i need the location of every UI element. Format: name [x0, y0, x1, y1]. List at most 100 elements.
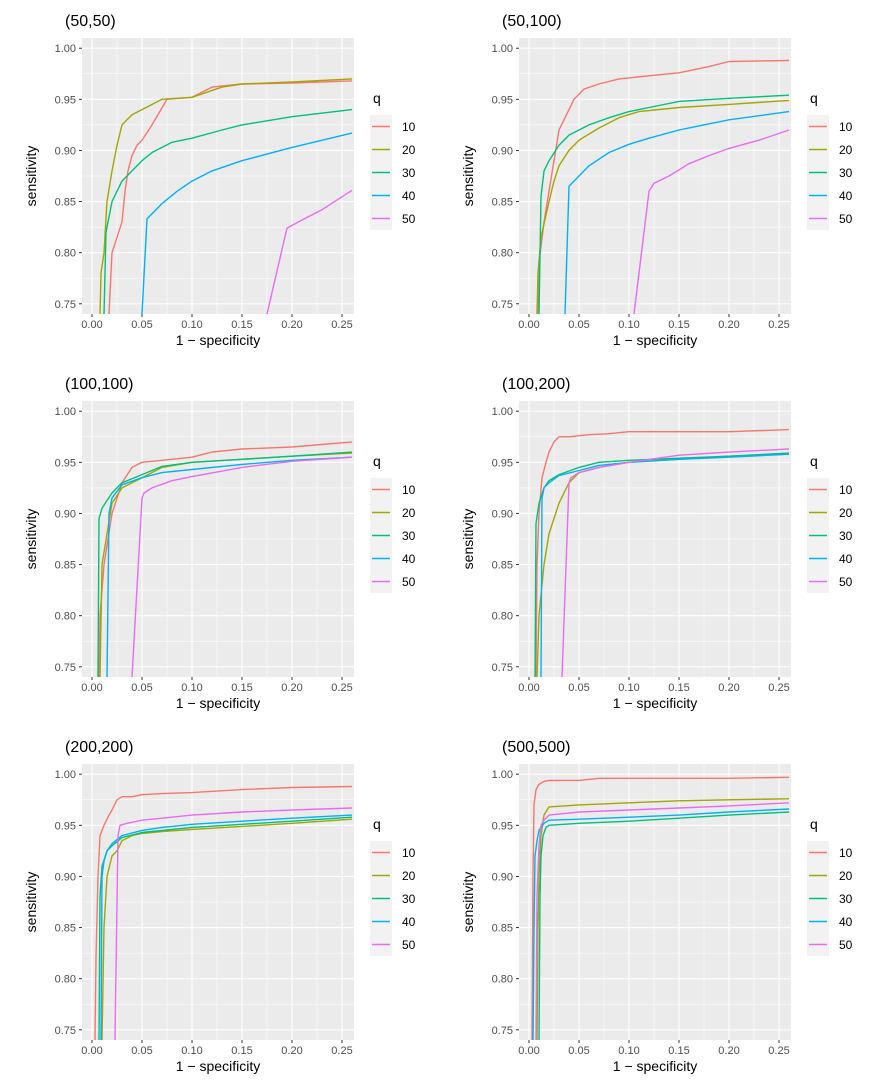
- y-tick-label: 0.90: [492, 871, 513, 883]
- legend-label: 50: [839, 938, 853, 952]
- legend: q 10 20 30 40 50: [370, 453, 416, 593]
- x-tick-label: 0.25: [768, 682, 789, 694]
- legend-title: q: [810, 453, 818, 469]
- chart-panel: 0.00 0.05 0.10 0.15 0.20 0.25 0.75 0.80 0.85 0.90…: [23, 13, 416, 348]
- chart-panel: 0.00 0.05 0.10 0.15 0.20 0.25 0.75 0.80 0.85 0.90…: [460, 376, 853, 711]
- y-tick-label: 0.75: [55, 662, 76, 674]
- legend-label: 20: [402, 143, 416, 157]
- series-line-q10: [94, 785, 353, 1040]
- legend-label: 10: [839, 846, 853, 860]
- legend-title: q: [373, 453, 381, 469]
- y-tick-label: 0.95: [55, 457, 76, 469]
- panel-title: (500,500): [502, 739, 571, 756]
- y-tick-label: 0.75: [492, 299, 513, 311]
- legend: q 10 20 30 40 50: [807, 453, 853, 593]
- x-tick-label: 0.25: [768, 1045, 789, 1057]
- x-tick-label: 0.20: [281, 682, 302, 694]
- x-tick-label: 0.15: [668, 682, 689, 694]
- series-line-q30: [538, 94, 790, 314]
- chart-panel: 0.00 0.05 0.10 0.15 0.20 0.25 0.75 0.80 0.85 0.90…: [23, 739, 416, 1074]
- x-tick-label: 0.20: [281, 1045, 302, 1057]
- y-tick-label: 0.95: [55, 820, 76, 832]
- y-tick-label: 0.85: [492, 923, 513, 935]
- legend-label: 30: [402, 892, 416, 906]
- series-line-q40: [141, 132, 353, 314]
- y-axis-title: sensitivity: [460, 146, 476, 207]
- series-group: [94, 785, 353, 1040]
- x-tick-label: 0.25: [331, 1045, 352, 1057]
- panel-title: (100,200): [502, 376, 571, 393]
- x-tick-label: 0.00: [81, 682, 102, 694]
- x-tick-label: 0.00: [81, 1045, 102, 1057]
- legend: q 10 20 30 40 50: [807, 816, 853, 956]
- series-line-q40: [100, 814, 353, 1040]
- series-line-q30: [538, 811, 790, 1040]
- legend-label: 30: [402, 166, 416, 180]
- y-tick-label: 0.80: [492, 974, 513, 986]
- series-line-q50: [114, 807, 353, 1040]
- chart-panel: 0.00 0.05 0.10 0.15 0.20 0.25 0.75 0.80 0.85 0.90…: [460, 13, 853, 348]
- x-tick-label: 0.15: [231, 319, 252, 331]
- series-group: [531, 776, 790, 1040]
- x-axis-title: 1 − specificity: [613, 1058, 697, 1074]
- legend-title: q: [810, 90, 818, 106]
- y-tick-label: 0.95: [492, 457, 513, 469]
- legend-label: 40: [402, 915, 416, 929]
- x-axis-title: 1 − specificity: [613, 332, 697, 348]
- x-tick-label: 0.25: [331, 682, 352, 694]
- series-line-q30: [103, 108, 353, 314]
- legend: q 10 20 30 40 50: [807, 90, 853, 230]
- y-tick-label: 0.80: [55, 248, 76, 260]
- y-tick-label: 0.80: [55, 611, 76, 623]
- series-line-q30: [97, 451, 353, 677]
- x-tick-label: 0.20: [718, 682, 739, 694]
- x-tick-label: 0.10: [181, 319, 202, 331]
- y-tick-label: 0.90: [492, 145, 513, 157]
- series-group: [536, 59, 790, 314]
- legend-label: 30: [839, 166, 853, 180]
- y-axis-title: sensitivity: [23, 509, 39, 570]
- x-tick-label: 0.10: [618, 319, 639, 331]
- y-tick-label: 0.75: [55, 1025, 76, 1037]
- series-line-q30: [98, 816, 353, 1040]
- legend-label: 10: [402, 120, 416, 134]
- x-tick-label: 0.05: [131, 1045, 152, 1057]
- legend-title: q: [810, 816, 818, 832]
- x-tick-label: 0.05: [568, 1045, 589, 1057]
- series-line-q40: [564, 110, 790, 314]
- legend-label: 40: [402, 552, 416, 566]
- y-axis-title: sensitivity: [460, 872, 476, 933]
- legend-label: 20: [402, 506, 416, 520]
- y-tick-label: 0.90: [55, 145, 76, 157]
- legend-label: 20: [839, 143, 853, 157]
- legend-label: 20: [839, 506, 853, 520]
- x-tick-label: 0.25: [331, 319, 352, 331]
- legend-label: 20: [402, 869, 416, 883]
- legend-title: q: [373, 816, 381, 832]
- series-line-q50: [535, 802, 790, 1040]
- x-tick-label: 0.15: [231, 682, 252, 694]
- series-group: [99, 78, 353, 314]
- x-axis-title: 1 − specificity: [176, 1058, 260, 1074]
- panel-title: (100,100): [65, 376, 134, 393]
- legend-label: 50: [402, 212, 416, 226]
- series-line-q50: [131, 456, 353, 677]
- x-tick-label: 0.10: [181, 1045, 202, 1057]
- legend-label: 10: [402, 846, 416, 860]
- y-tick-label: 0.85: [55, 560, 76, 572]
- series-line-q10: [98, 441, 353, 677]
- y-tick-label: 0.90: [55, 871, 76, 883]
- legend-label: 40: [839, 915, 853, 929]
- y-tick-label: 0.90: [492, 508, 513, 520]
- y-tick-label: 1.00: [492, 43, 513, 55]
- x-tick-label: 0.05: [131, 682, 152, 694]
- series-line-q10: [531, 776, 790, 1040]
- legend-label: 30: [839, 892, 853, 906]
- x-tick-label: 0.10: [618, 682, 639, 694]
- series-group: [534, 428, 790, 677]
- y-tick-label: 1.00: [492, 769, 513, 781]
- x-axis-title: 1 − specificity: [176, 332, 260, 348]
- x-tick-label: 0.20: [718, 319, 739, 331]
- x-tick-label: 0.10: [618, 1045, 639, 1057]
